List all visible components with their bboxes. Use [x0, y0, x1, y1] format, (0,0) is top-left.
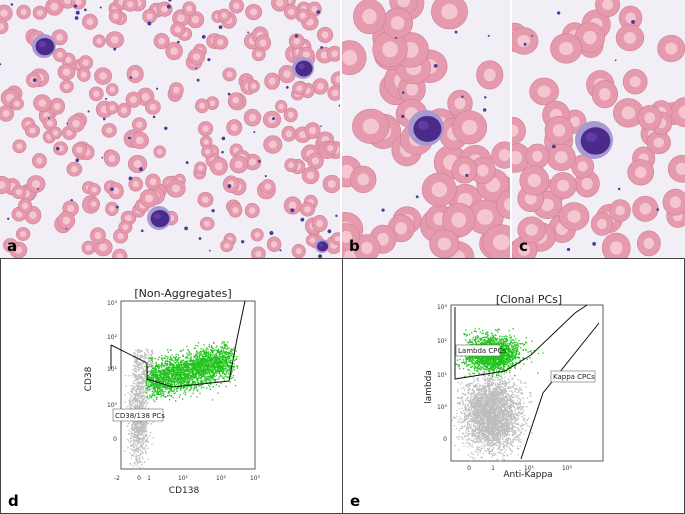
plot-d-y-tick-label: 10³	[107, 300, 118, 307]
plot-e-lambda-gate	[454, 304, 588, 380]
plot-e-xlabel: Anti-Kappa	[503, 470, 552, 480]
plasma-cell	[32, 34, 56, 58]
plot-d-xlabel: CD138	[169, 486, 200, 496]
panel-d-letter: d	[8, 492, 19, 510]
panel-b-letter: b	[349, 237, 360, 255]
smear-a-image	[0, 0, 340, 258]
plot-e-kappa-gate	[520, 322, 600, 460]
panel-d-flow-plot: [Non-Aggregates] CD138 CD38 -2 0 1 10¹ 10² 10…	[0, 258, 343, 514]
plot-d-x-tick-label: 1	[147, 475, 151, 482]
plot-e-lambda-label-box: Lambda CPCs	[455, 344, 506, 357]
plot-d-x-tick-label: 0	[137, 475, 141, 482]
plasma-cell	[408, 110, 444, 146]
plot-d-ylabel: CD38	[84, 366, 94, 391]
platelets	[381, 30, 490, 212]
plot-d-y-tick-label: 0	[113, 436, 117, 443]
panel-a-blood-smear: a	[0, 0, 340, 258]
panel-e-letter: e	[350, 492, 361, 510]
plot-e-x-tick-label: 10¹	[524, 465, 535, 472]
plot-e-lambda-label: Lambda CPCs	[458, 347, 506, 355]
plot-e-x-tick-label: 1	[491, 465, 495, 472]
panel-b-blood-smear: b	[342, 0, 510, 258]
plot-e: [Clonal PCs] Anti-Kappa lambda 0 1 10¹ 10² …	[424, 293, 604, 480]
plot-d-x-tick-label: 10²	[216, 475, 227, 482]
plot-d-gate-label-box: CD38/138 PCs	[112, 408, 165, 422]
plot-e-x-ticks: 0 1 10¹ 10²	[467, 465, 573, 472]
plot-e-kappa-label: Kappa CPCs	[553, 373, 595, 381]
plot-e-x-tick-label: 0	[467, 465, 471, 472]
panel-e-flow-plot: [Clonal PCs] Anti-Kappa lambda 0 1 10¹ 10² …	[342, 258, 685, 514]
plasma-cell	[315, 239, 329, 253]
plot-e-ylabel: lambda	[424, 370, 434, 404]
plot-d-y-tick-label: 10¹	[107, 366, 118, 373]
plot-e-y-tick-label: 10²	[437, 338, 448, 345]
red-blood-cells	[342, 0, 510, 258]
plot-d-y-ticks: 10³ 10² 10¹ 10⁰ 0	[107, 300, 118, 443]
plot-d: [Non-Aggregates] CD138 CD38 -2 0 1 10¹ 10² 10…	[84, 287, 261, 496]
plot-d-x-tick-label: -2	[114, 475, 120, 482]
panel-c-blood-smear: c	[512, 0, 685, 258]
panel-c-letter: c	[519, 237, 528, 255]
plot-e-y-tick-label: 10³	[437, 304, 448, 311]
smear-c-image	[512, 0, 685, 258]
plot-e-y-tick-label: 0	[443, 436, 447, 443]
plot-d-x-ticks: -2 0 1 10¹ 10² 10³	[114, 475, 261, 482]
red-blood-cells	[0, 0, 340, 258]
plot-d-events	[123, 341, 239, 471]
plot-e-y-ticks: 10³ 10² 10¹ 10⁰ 0	[437, 304, 448, 443]
plot-e-y-tick-label: 10⁰	[437, 404, 448, 411]
platelets	[523, 11, 660, 252]
plot-e-title: [Clonal PCs]	[496, 293, 562, 306]
plot-d-y-tick-label: 10²	[107, 334, 118, 341]
plot-e-x-tick-label: 10²	[562, 465, 573, 472]
plasma-cell	[575, 121, 613, 159]
platelets	[0, 0, 340, 258]
plasma-cell	[147, 206, 171, 230]
plasma-cell	[292, 57, 314, 79]
plot-d-gate-label: CD38/138 PCs	[115, 412, 165, 420]
smear-b-image	[342, 0, 510, 258]
plot-e-y-tick-label: 10¹	[437, 372, 448, 379]
plot-d-x-tick-label: 10¹	[178, 475, 189, 482]
red-blood-cells	[512, 0, 685, 258]
plot-d-x-tick-label: 10³	[250, 475, 261, 482]
plot-d-gate-outline	[110, 300, 246, 388]
plot-d-title: [Non-Aggregates]	[134, 287, 231, 300]
plot-d-y-tick-label: 10⁰	[107, 402, 118, 409]
panel-a-letter: a	[7, 237, 18, 255]
plot-e-kappa-label-box: Kappa CPCs	[550, 370, 596, 383]
